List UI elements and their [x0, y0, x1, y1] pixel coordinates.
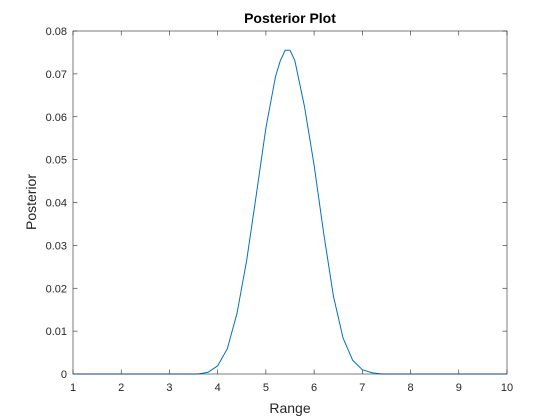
y-tick-label: 0 — [61, 369, 67, 381]
y-tick-label: 0.05 — [46, 155, 67, 167]
y-tick-label: 0.02 — [46, 283, 67, 295]
x-axis-label: Range — [269, 400, 310, 416]
y-tick-label: 0.03 — [46, 240, 67, 252]
chart-title: Posterior Plot — [244, 10, 336, 26]
posterior-series-line — [73, 49, 507, 375]
y-tick-label: 0.08 — [46, 26, 67, 38]
y-tick-label: 0.01 — [46, 326, 67, 338]
x-tick-label: 9 — [456, 382, 462, 394]
plot-area — [73, 31, 507, 374]
x-tick-label: 10 — [501, 382, 513, 394]
x-tick-label: 1 — [70, 382, 76, 394]
x-tick-label: 8 — [407, 382, 413, 394]
plot-frame — [72, 30, 508, 375]
x-tick-label: 3 — [166, 382, 172, 394]
tick-labels: 1 2 3 4 5 6 7 8 9 10 0 0.01 0.02 0.03 0.04 0.05 0.06 0.07… — [46, 26, 514, 394]
x-tick-label: 4 — [215, 382, 221, 394]
x-tick-label: 7 — [359, 382, 365, 394]
x-tick-label: 5 — [263, 382, 269, 394]
y-tick-label: 0.07 — [46, 69, 67, 81]
y-tick-label: 0.06 — [46, 112, 67, 124]
x-tick-label: 2 — [118, 382, 124, 394]
y-tick-label: 0.04 — [46, 198, 67, 210]
x-tick-label: 6 — [311, 382, 317, 394]
y-axis-label: Posterior — [23, 174, 39, 230]
